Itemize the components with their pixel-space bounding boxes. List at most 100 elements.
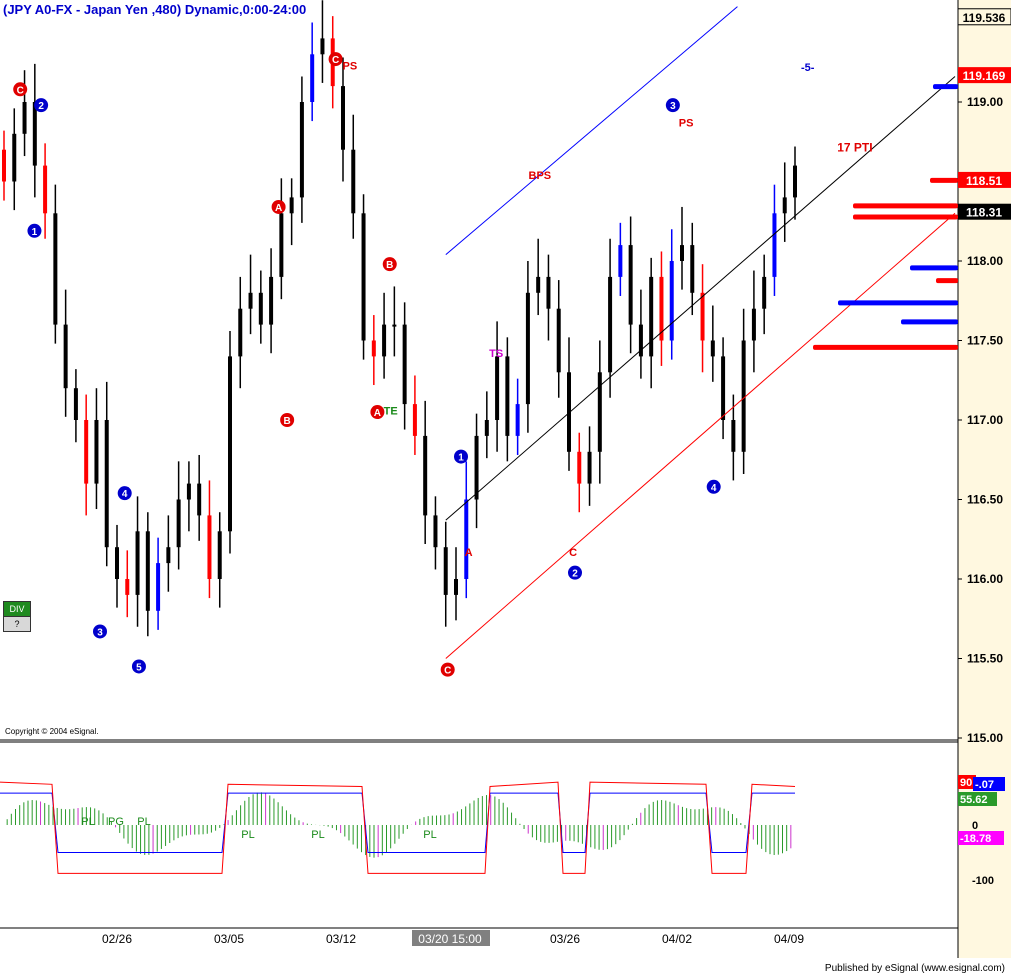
price-label-text: 119.536	[963, 11, 1006, 25]
x-axis-tick-label: 03/12	[326, 932, 356, 946]
candle-body	[618, 245, 623, 277]
wave-marker-label: A	[374, 408, 381, 419]
candle-body	[156, 563, 161, 611]
price-label-text: 118.51	[966, 174, 1002, 188]
candle-body	[53, 213, 58, 325]
price-axis-tick-label: 119.00	[967, 95, 1003, 109]
projection-bar	[813, 344, 958, 350]
candle-body	[587, 451, 592, 484]
indicator-value-text: -.07	[975, 779, 994, 791]
candle-body	[464, 499, 469, 579]
candle-body	[392, 324, 397, 327]
candle-body	[433, 515, 438, 548]
indicator-value-text: 90	[960, 777, 972, 789]
candle-body	[238, 308, 243, 357]
indicator-marker-label: PG	[108, 816, 124, 828]
candle-body	[505, 356, 510, 436]
candle-body	[762, 276, 767, 309]
indicator-layer: PL PG PL PL PL PL	[0, 781, 796, 874]
price-axis-tick-label: 118.00	[967, 254, 1003, 268]
candle-body	[94, 420, 99, 484]
candle-body	[495, 356, 500, 420]
price-axis-background	[958, 0, 1011, 958]
price-axis-tick-label: 117.00	[967, 413, 1003, 427]
candle-body	[125, 579, 130, 595]
chart-title: (JPY A0-FX - Japan Yen ,480) Dynamic,0:0…	[3, 2, 307, 17]
projection-bar	[936, 278, 958, 284]
candle-body	[628, 245, 633, 325]
indicator-value-box	[958, 775, 976, 789]
candle-body	[382, 324, 387, 357]
candle-body	[536, 276, 541, 293]
div-button[interactable]: DIV	[3, 601, 31, 617]
candle-body	[228, 356, 232, 532]
indicator-value-box	[958, 792, 997, 806]
candle-body	[710, 340, 715, 357]
candle-body	[73, 388, 78, 420]
x-axis-tick-label: 04/02	[662, 932, 692, 946]
candle-body	[515, 404, 520, 436]
projection-bar	[933, 84, 958, 90]
indicator-value-text: -18.78	[960, 833, 991, 845]
channel-lower-line	[445, 212, 956, 659]
channel-upper-line	[445, 6, 738, 256]
candle-body	[43, 165, 48, 214]
candle-body	[32, 102, 37, 166]
price-axis-tick-label: 115.00	[967, 731, 1003, 745]
candle-body	[115, 547, 119, 579]
candle-body	[22, 102, 27, 134]
wave-marker-circle	[93, 624, 107, 639]
price-axis-tick-label: 115.50	[967, 652, 1003, 666]
candle-body	[412, 404, 417, 436]
candle-body	[721, 356, 726, 420]
candle-body	[525, 292, 530, 405]
x-axis-tick-label: 03/26	[550, 932, 580, 946]
x-axis-highlight	[412, 930, 490, 946]
projection-bar	[910, 265, 958, 271]
chart-annotation-text: PS	[343, 60, 358, 72]
projection-bar	[930, 177, 958, 183]
chart-annotation-text: -5-	[801, 62, 815, 74]
wave-marker-circle	[34, 98, 49, 113]
wave-marker-label: 2	[38, 101, 44, 112]
wave-marker-label: B	[386, 260, 393, 271]
wave-marker-circle	[280, 413, 295, 427]
candle-body	[700, 292, 705, 341]
wave-marker-circle	[665, 98, 680, 113]
candle-body	[402, 324, 407, 405]
candle-body	[63, 324, 68, 389]
candle-body	[484, 420, 489, 436]
candle-body	[423, 435, 428, 516]
indicator-axis-tick-label: 0	[972, 820, 978, 832]
projection-bar	[838, 300, 958, 306]
candle-body	[176, 499, 181, 548]
candle-body	[361, 213, 366, 341]
candle-body	[690, 245, 695, 293]
help-button[interactable]: ?	[3, 616, 31, 632]
candle-body	[556, 308, 561, 373]
price-label-box	[958, 171, 1011, 188]
candle-body	[341, 86, 345, 150]
x-axis-tick-label: 03/05	[214, 932, 244, 946]
candle-body	[782, 197, 787, 214]
indicator-marker-label: PL	[137, 816, 150, 828]
candle-body	[135, 531, 140, 595]
candle-body	[258, 292, 263, 325]
price-axis-tick-label: 116.00	[967, 572, 1003, 586]
indicator-red-line	[0, 781, 796, 874]
x-axis-tick-label: 02/26	[102, 932, 132, 946]
indicator-blue-line	[0, 792, 795, 853]
axis-layer: 119.00118.50118.00117.50117.00116.50116.…	[102, 8, 1011, 946]
candle-body	[669, 261, 674, 341]
wave-marker-circle	[454, 449, 468, 464]
candle-body	[104, 420, 109, 548]
published-by-text: Published by eSignal (www.esignal.com)	[824, 963, 1005, 974]
wave-marker-circle	[706, 479, 721, 494]
projection-bar	[853, 203, 958, 209]
indicator-marker-label: PL	[311, 829, 324, 841]
candle-body	[269, 276, 274, 325]
candle-body	[608, 276, 613, 373]
projection-bar	[901, 319, 958, 325]
copyright-text: Copyright © 2004 eSignal.	[5, 727, 99, 736]
